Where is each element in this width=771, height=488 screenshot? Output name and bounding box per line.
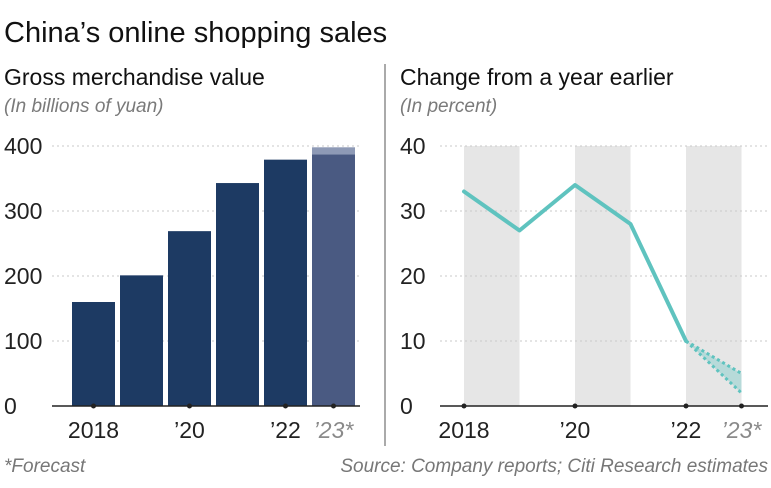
- x-tick-dot: [739, 403, 744, 409]
- x-tick-label: ’23*: [314, 417, 355, 443]
- bar: [312, 154, 355, 406]
- x-tick-label: 2018: [438, 417, 489, 443]
- x-tick-label: ’23*: [722, 417, 763, 443]
- y-tick-label: 300: [4, 198, 42, 224]
- x-tick-label: ’22: [671, 417, 702, 443]
- x-tick-label: ’20: [560, 417, 591, 443]
- x-tick-dot: [572, 403, 578, 409]
- left-panel-subtitle: (In billions of yuan): [4, 96, 163, 117]
- right-plot-area: 0 10 20 30 40 2018 ’20 ’22 ’23*: [400, 133, 768, 443]
- y-tick-label: 400: [4, 133, 42, 159]
- right-panel-subtitle: (In percent): [400, 96, 497, 117]
- shaded-year-band: [575, 146, 631, 406]
- y-tick-label: 20: [400, 263, 426, 289]
- y-tick-label: 100: [4, 328, 42, 354]
- y-tick-label: 30: [400, 198, 426, 224]
- bar: [216, 183, 259, 406]
- source-note: Source: Company reports; Citi Research e…: [340, 456, 768, 477]
- x-tick-dot: [461, 403, 467, 409]
- x-tick-dot: [91, 403, 96, 409]
- footnote: *Forecast: [4, 456, 86, 477]
- chart-title: China’s online shopping sales: [4, 17, 387, 49]
- x-tick-label: 2018: [68, 417, 119, 443]
- bar: [120, 275, 163, 406]
- left-plot-area: 0 100 200 300 400 2018 ’20 ’22 ’23*: [4, 133, 360, 443]
- x-tick-label: ’20: [174, 417, 205, 443]
- bar: [72, 302, 115, 406]
- line-series: [462, 183, 688, 343]
- x-tick-dot: [283, 403, 288, 409]
- x-tick-dot: [331, 403, 336, 409]
- bar: [264, 159, 307, 406]
- bar-forecast-range: [312, 147, 355, 155]
- y-tick-label: 40: [400, 133, 426, 159]
- y-tick-label: 0: [400, 393, 413, 419]
- left-panel-title: Gross merchandise value: [4, 64, 265, 90]
- y-tick-label: 10: [400, 328, 426, 354]
- x-tick-dot: [187, 403, 192, 409]
- forecast-high-line: [685, 339, 743, 375]
- bar: [168, 231, 211, 406]
- right-panel-title: Change from a year earlier: [400, 64, 674, 90]
- y-tick-label: 0: [4, 393, 17, 419]
- forecast-low-line: [684, 339, 743, 395]
- x-tick-label: ’22: [270, 417, 301, 443]
- x-tick-dot: [683, 403, 689, 409]
- y-tick-label: 200: [4, 263, 42, 289]
